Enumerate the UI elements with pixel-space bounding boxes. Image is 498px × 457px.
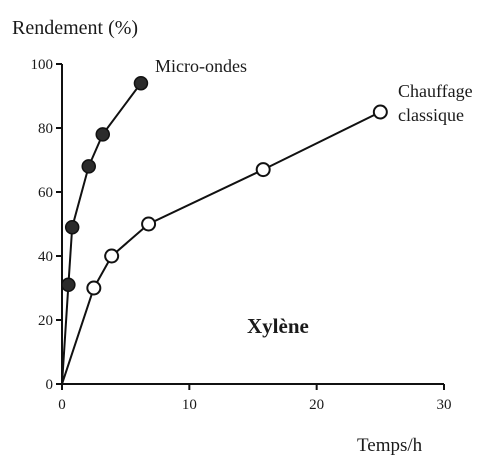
series-label-chauffage-classique: Chauffage classique: [398, 81, 473, 125]
data-point-s1-4: [255, 162, 271, 178]
annotation-xylene: Xylène: [247, 314, 309, 338]
data-point-s1-1: [86, 280, 102, 296]
y-axis-label: Rendement (%): [12, 17, 138, 39]
x-tick-label-10: 10: [182, 397, 197, 413]
y-tick-label-0: 0: [46, 377, 54, 393]
y-tick-label-60: 60: [38, 185, 53, 201]
y-tick-label-20: 20: [38, 313, 53, 329]
series-line-0: [61, 82, 142, 385]
data-point-s1-5: [372, 104, 388, 120]
series-line-1: [61, 111, 381, 385]
y-tick-label-40: 40: [38, 249, 53, 265]
series-label-micro-ondes: Micro-ondes: [155, 56, 247, 76]
x-tick-label-30: 30: [437, 397, 452, 413]
data-point-s0-1: [61, 277, 76, 293]
data-point-s1-2: [104, 248, 120, 264]
series-points: [61, 75, 388, 296]
data-point-s0-5: [133, 75, 149, 91]
x-tick-label-20: 20: [309, 397, 324, 413]
x-axis-label: Temps/h: [357, 435, 423, 456]
series-label-line-1: Chauffage: [398, 81, 473, 101]
series-label-line-2: classique: [398, 105, 464, 125]
data-point-s1-3: [141, 216, 157, 232]
y-tick-label-80: 80: [38, 121, 53, 137]
x-tick-label-0: 0: [58, 397, 66, 413]
y-tick-label-100: 100: [31, 57, 54, 73]
data-point-s0-2: [64, 219, 80, 235]
data-point-s0-3: [81, 159, 96, 174]
axis-ticks: 0 20 40 60 80 100 0 10 20 30: [31, 57, 452, 413]
series-lines: [61, 82, 381, 385]
data-point-s0-4: [95, 127, 110, 142]
